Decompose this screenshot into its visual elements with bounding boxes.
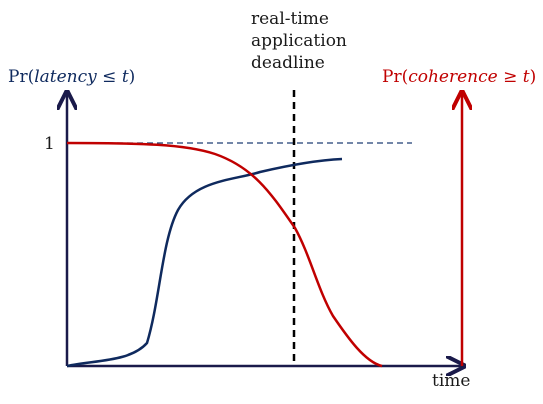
left-axis-label: Pr(latency ≤ t) bbox=[8, 67, 135, 87]
deadline-label-line-3: deadline bbox=[251, 53, 325, 73]
x-axis-label: time bbox=[432, 371, 470, 391]
latency-cdf-curve bbox=[66, 157, 343, 368]
deadline-label-line-2: application bbox=[251, 31, 347, 51]
coherence-curve bbox=[66, 141, 383, 368]
y-tick-one: 1 bbox=[44, 134, 55, 154]
deadline-label-line-1: real-time bbox=[251, 9, 329, 29]
right-axis-label: Pr(coherence ≥ t) bbox=[382, 67, 536, 87]
